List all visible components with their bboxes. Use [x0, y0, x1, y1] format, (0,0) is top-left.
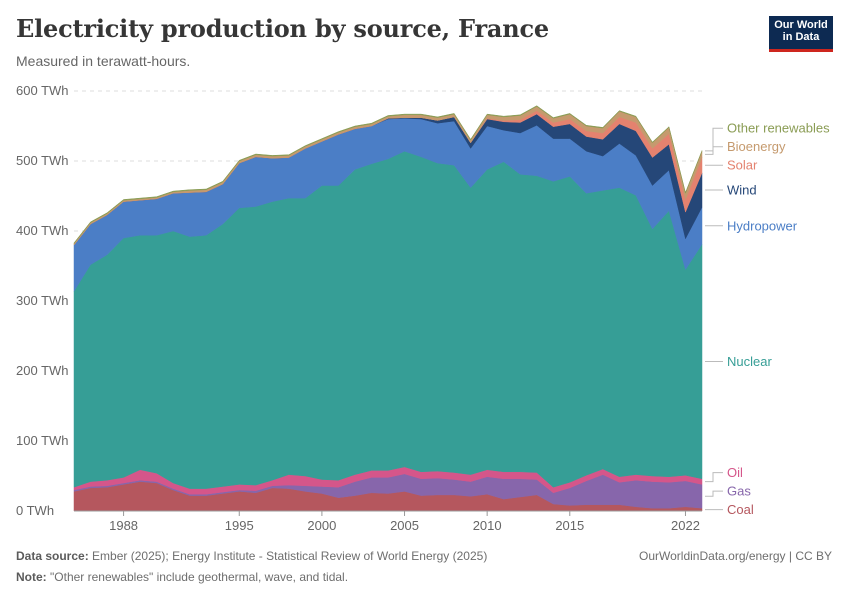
- x-tick-label: 2015: [555, 518, 584, 533]
- x-tick-label: 2022: [671, 518, 700, 533]
- legend-layer: Coal Gas Oil Nuclear Hydropower Wind Solar Bioe…: [705, 121, 830, 517]
- legend-label[interactable]: Oil: [727, 465, 743, 480]
- logo-line-1: Our World: [774, 19, 828, 31]
- legend-label[interactable]: Bioenergy: [727, 139, 786, 154]
- logo-line-2: in Data: [782, 31, 820, 43]
- y-tick-label: 200 TWh: [16, 363, 69, 378]
- legend-label[interactable]: Solar: [727, 158, 758, 173]
- x-tick-label: 2010: [473, 518, 502, 533]
- legend-label[interactable]: Coal: [727, 502, 754, 517]
- y-tick-label: 600 TWh: [16, 83, 69, 98]
- footer-note: Note: "Other renewables" include geother…: [16, 570, 348, 584]
- legend-connector: [705, 472, 723, 483]
- x-tick-label: 2000: [307, 518, 336, 533]
- x-tick-label: 1988: [109, 518, 138, 533]
- area-other-renewables[interactable]: [73, 105, 703, 245]
- y-tick-label: 100 TWh: [16, 433, 69, 448]
- y-tick-label: 300 TWh: [16, 293, 69, 308]
- source-label: Data source:: [16, 549, 89, 563]
- legend-label[interactable]: Wind: [727, 183, 757, 198]
- note-label: Note:: [16, 570, 47, 584]
- owid-logo[interactable]: Our World in Data: [769, 16, 833, 52]
- legend-label[interactable]: Nuclear: [727, 354, 772, 369]
- y-tick-label: 500 TWh: [16, 153, 69, 168]
- legend-label[interactable]: Other renewables: [727, 121, 830, 136]
- footer-credit[interactable]: OurWorldinData.org/energy | CC BY: [639, 549, 832, 563]
- legend-connector: [705, 490, 723, 497]
- legend-connector: [705, 127, 723, 152]
- note-text: "Other renewables" include geothermal, w…: [50, 570, 349, 584]
- y-tick-label: 400 TWh: [16, 223, 69, 238]
- source-text[interactable]: Ember (2025); Energy Institute - Statist…: [92, 549, 488, 563]
- chart-subtitle: Measured in terawatt-hours.: [16, 53, 191, 69]
- area-layer: [73, 105, 703, 512]
- y-tick-label: 0 TWh: [16, 503, 54, 518]
- legend-label[interactable]: Gas: [727, 484, 751, 499]
- x-tick-label: 1995: [225, 518, 254, 533]
- x-tick-label: 2005: [390, 518, 419, 533]
- chart-title: Electricity production by source, France: [16, 14, 549, 43]
- axis-layer: 0 TWh 100 TWh 200 TWh 300 TWh 400 TWh 500 TWh…: [16, 83, 702, 533]
- footer-source: Data source: Ember (2025); Energy Instit…: [16, 549, 487, 563]
- legend-label[interactable]: Hydropower: [727, 218, 798, 233]
